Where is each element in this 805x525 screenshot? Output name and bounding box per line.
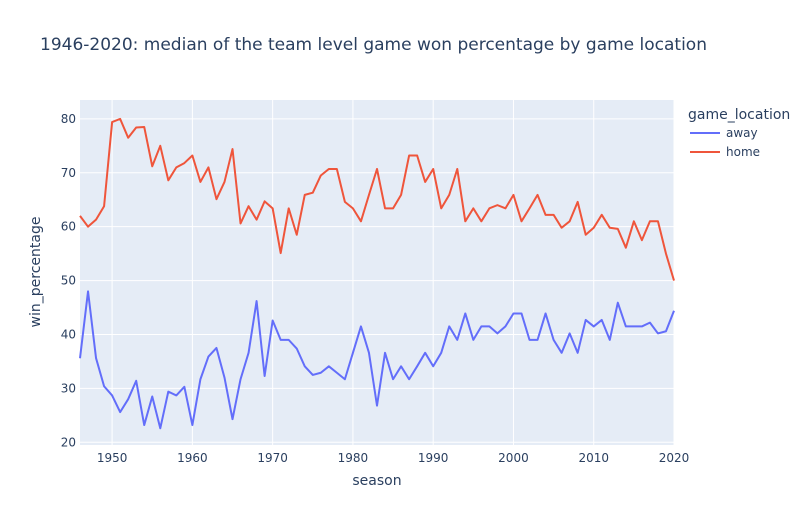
plot-area xyxy=(80,100,674,445)
series-line-home[interactable] xyxy=(79,117,675,281)
x-tick-label: 1980 xyxy=(338,451,369,465)
x-tick-label: 2000 xyxy=(498,451,529,465)
y-tick-label: 50 xyxy=(61,274,76,288)
x-tick-labels: 1950 1960 1970 1980 1990 2000 2010 2020 xyxy=(97,451,689,465)
x-tick-label: 2010 xyxy=(578,451,609,465)
chart-title: 1946-2020: median of the team level game… xyxy=(40,35,707,55)
x-tick-label: 1950 xyxy=(97,451,128,465)
y-tick-label: 20 xyxy=(61,435,76,449)
x-tick-label: 1970 xyxy=(257,451,288,465)
y-tick-label: 30 xyxy=(61,381,76,395)
legend-title: game_location xyxy=(688,107,790,123)
legend[interactable]: game_location away home xyxy=(688,107,790,159)
legend-item-away[interactable]: away xyxy=(690,126,758,140)
x-tick-label: 1960 xyxy=(177,451,208,465)
x-tick-label: 1990 xyxy=(418,451,449,465)
y-tick-label: 60 xyxy=(61,220,76,234)
x-axis-title: season xyxy=(352,473,401,489)
y-tick-label: 70 xyxy=(61,166,76,180)
y-axis-title: win_percentage xyxy=(28,217,44,328)
series-line-away[interactable] xyxy=(79,290,675,430)
legend-item-home[interactable]: home xyxy=(690,145,760,159)
y-tick-labels: 20 30 40 50 60 70 80 xyxy=(61,112,76,449)
legend-label: away xyxy=(726,126,758,140)
legend-label: home xyxy=(726,145,760,159)
y-tick-label: 80 xyxy=(61,112,76,126)
series-lines xyxy=(79,117,675,430)
x-tick-label: 2020 xyxy=(659,451,690,465)
y-tick-label: 40 xyxy=(61,327,76,341)
